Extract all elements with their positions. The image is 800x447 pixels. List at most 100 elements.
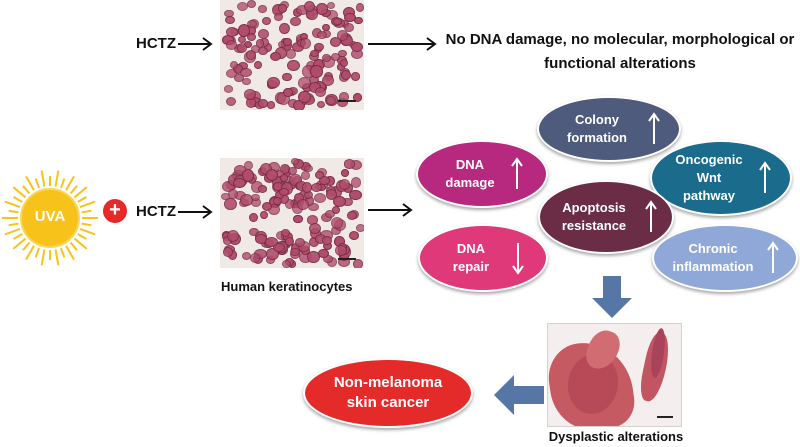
cell bbox=[230, 60, 239, 69]
sun-ray bbox=[22, 185, 31, 195]
cell bbox=[243, 88, 257, 100]
cell bbox=[315, 86, 326, 97]
arrow-cells-to-outcome bbox=[368, 37, 437, 51]
cell bbox=[308, 222, 321, 234]
arrow-cells-to-effects bbox=[368, 203, 413, 217]
cell bbox=[237, 43, 248, 54]
scale-bar bbox=[657, 416, 673, 418]
cell bbox=[266, 169, 279, 181]
cell bbox=[322, 54, 332, 63]
sun-ray bbox=[77, 196, 87, 203]
cell bbox=[223, 85, 234, 93]
cell bbox=[296, 198, 309, 211]
cell bbox=[224, 9, 234, 18]
effect-label: Colony formation bbox=[567, 112, 627, 145]
effect-oncogenic-wnt-pathway: Oncogenic Wnt pathway bbox=[650, 140, 792, 216]
sun-ray bbox=[69, 241, 78, 251]
block-arrow-down bbox=[592, 276, 632, 318]
cell bbox=[341, 69, 352, 80]
arrow-up-icon bbox=[511, 157, 523, 189]
sun-ray bbox=[60, 247, 66, 258]
sun-ray bbox=[77, 233, 87, 240]
cell bbox=[265, 237, 279, 248]
cell bbox=[343, 22, 355, 33]
cell bbox=[249, 252, 260, 264]
scale-bar bbox=[338, 258, 356, 260]
cell bbox=[310, 65, 323, 78]
sun-ray bbox=[12, 237, 27, 250]
cell bbox=[222, 247, 234, 258]
sun-ray bbox=[8, 222, 19, 227]
sun-ray bbox=[13, 233, 23, 240]
cell bbox=[304, 0, 316, 13]
sun-ray bbox=[54, 170, 60, 187]
result-label: Non-melanoma skin cancer bbox=[333, 374, 443, 411]
cell bbox=[298, 91, 311, 104]
arrow-up-icon bbox=[645, 200, 657, 232]
sun-ray bbox=[40, 249, 46, 266]
cell bbox=[343, 159, 356, 169]
effect-colony-formation: Colony formation bbox=[537, 96, 681, 162]
cell bbox=[350, 42, 363, 53]
hctz-label-top: HCTZ bbox=[136, 35, 176, 52]
plus-icon: + bbox=[103, 199, 127, 223]
sun-ray bbox=[4, 228, 21, 236]
cell bbox=[247, 19, 257, 28]
dysplastic-tissue-micrograph bbox=[547, 323, 682, 427]
cell bbox=[314, 192, 327, 203]
cell bbox=[245, 50, 257, 60]
cell bbox=[242, 77, 251, 85]
sun-ray bbox=[25, 245, 35, 261]
effect-label: Chronic inflammation bbox=[672, 241, 754, 274]
effect-apoptosis-resistance: Apoptosis resistance bbox=[538, 180, 674, 254]
sun-icon bbox=[2, 170, 98, 266]
cell bbox=[248, 212, 259, 223]
cell bbox=[336, 30, 348, 41]
cell bbox=[288, 166, 298, 175]
cell bbox=[340, 168, 350, 177]
cell bbox=[352, 93, 363, 102]
cell bbox=[352, 258, 364, 268]
cell bbox=[255, 39, 265, 48]
cell bbox=[260, 162, 272, 175]
cell bbox=[354, 16, 363, 25]
cell bbox=[226, 229, 239, 242]
cell bbox=[257, 46, 269, 56]
cell bbox=[315, 171, 324, 179]
effect-chronic-inflammation: Chronic inflammation bbox=[652, 224, 798, 292]
sun-ray bbox=[65, 175, 75, 191]
sun-ray bbox=[73, 186, 88, 199]
cell bbox=[333, 196, 346, 208]
arrow-down-icon bbox=[512, 243, 524, 275]
cell bbox=[316, 3, 328, 15]
cell bbox=[290, 247, 300, 257]
sun-ray bbox=[25, 175, 35, 191]
sun-ray bbox=[12, 186, 27, 199]
cell bbox=[274, 12, 284, 21]
sun-ray bbox=[81, 222, 92, 227]
cell bbox=[282, 260, 291, 268]
keratinocytes-micrograph-top bbox=[220, 0, 364, 110]
sun-ray bbox=[79, 200, 96, 208]
cell bbox=[240, 193, 254, 207]
cell bbox=[285, 48, 296, 60]
cell bbox=[258, 5, 267, 13]
sun-ray bbox=[81, 209, 92, 214]
cell bbox=[258, 28, 270, 39]
cell bbox=[333, 17, 342, 26]
effect-label: DNA damage bbox=[445, 157, 495, 190]
cell bbox=[240, 68, 252, 78]
cell bbox=[253, 61, 263, 70]
cell bbox=[282, 72, 292, 82]
cell bbox=[283, 37, 292, 47]
sun-ray bbox=[4, 200, 21, 208]
cell bbox=[307, 250, 321, 264]
cell bbox=[237, 2, 249, 12]
cell bbox=[237, 36, 247, 44]
cell bbox=[269, 51, 282, 62]
cell bbox=[334, 244, 348, 256]
cell bbox=[321, 23, 330, 32]
arrow-up-icon bbox=[759, 161, 771, 193]
cell bbox=[346, 210, 357, 220]
cell bbox=[267, 77, 280, 88]
